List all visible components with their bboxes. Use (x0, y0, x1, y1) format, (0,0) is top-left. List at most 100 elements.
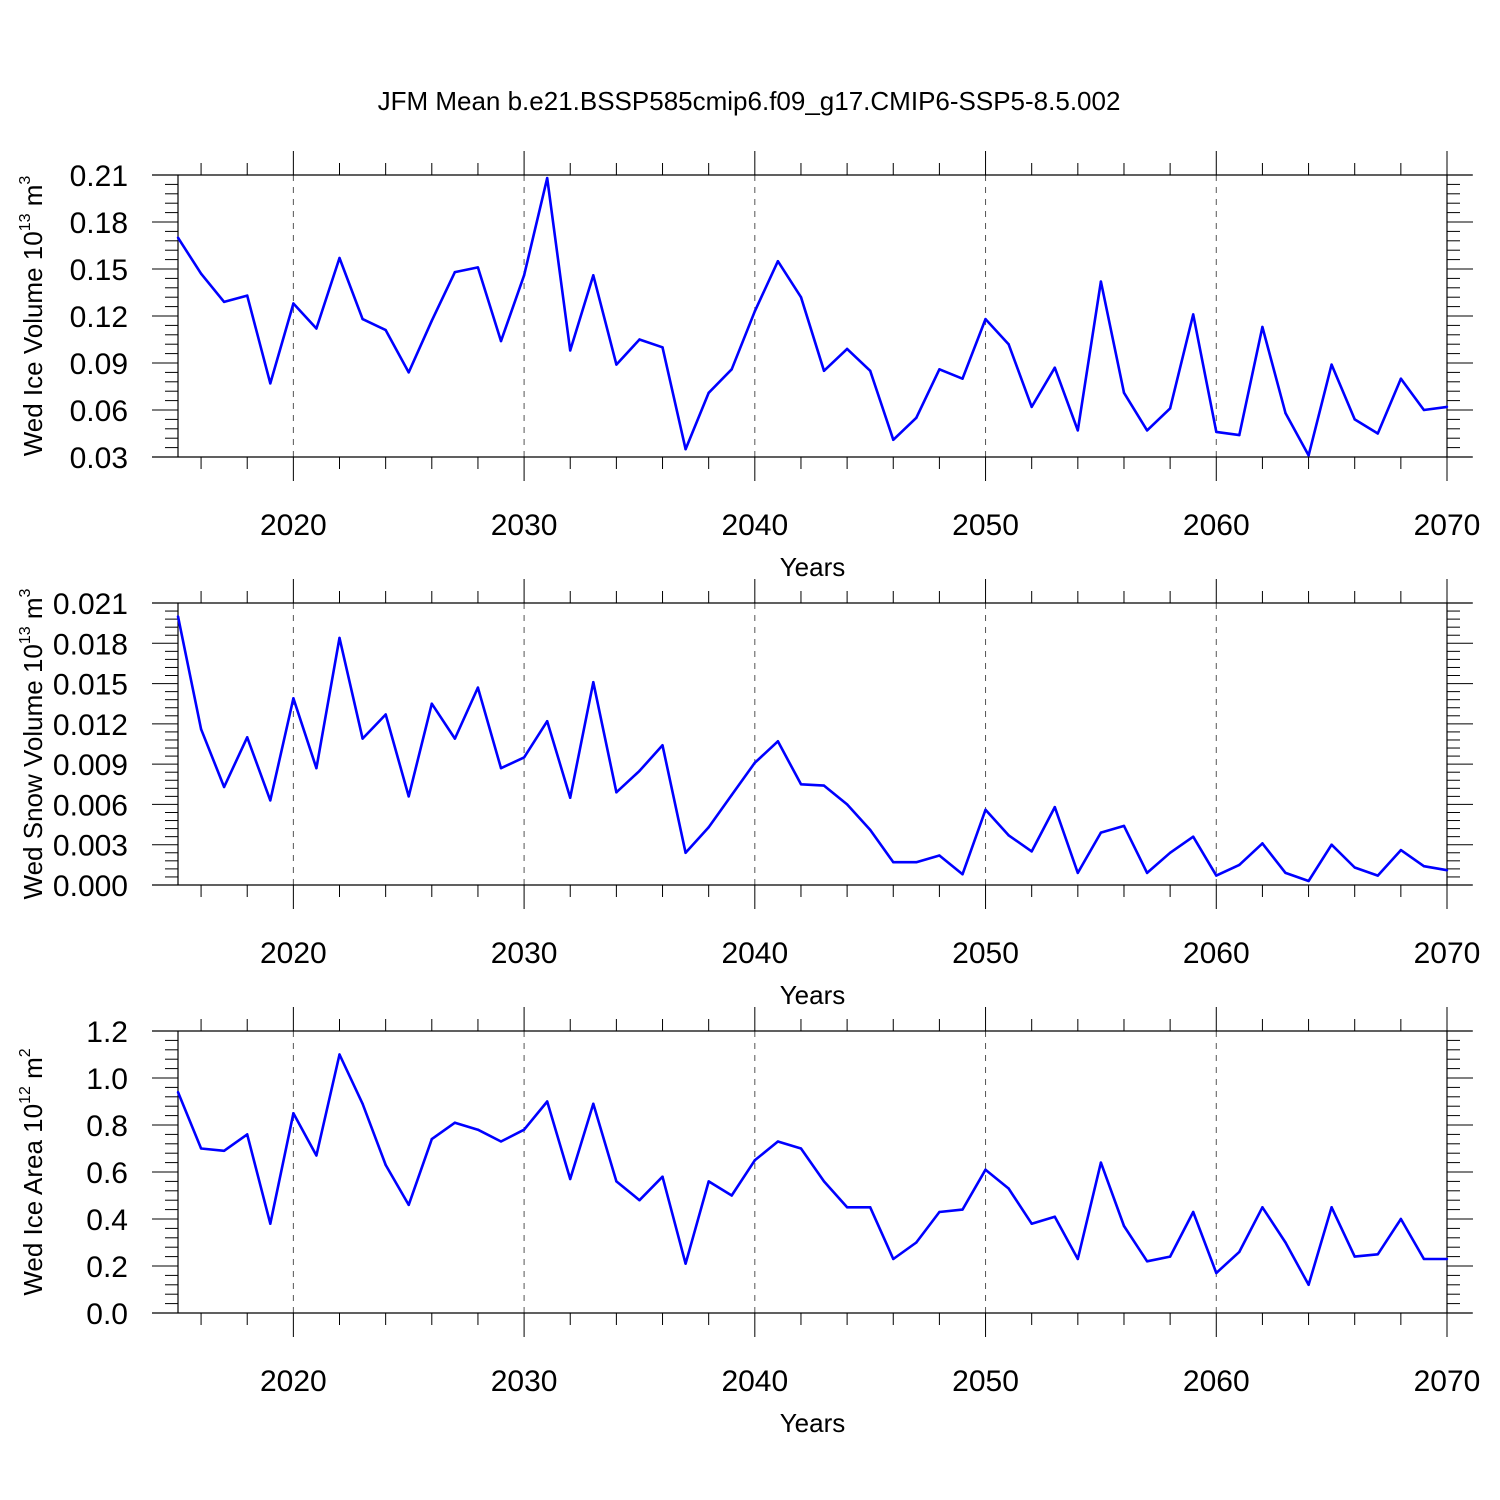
y-axis-label: Wed Ice Area 1012 m2 (17, 1048, 48, 1295)
x-tick-label: 2050 (952, 937, 1019, 970)
data-point (892, 1257, 895, 1261)
data-point (730, 368, 733, 371)
data-point (1007, 834, 1010, 837)
data-point (961, 377, 964, 380)
data-point (1192, 1210, 1195, 1214)
data-point (638, 769, 641, 773)
data-point (430, 1137, 433, 1141)
data-point (822, 369, 826, 373)
data-point (176, 615, 180, 618)
data-point (707, 391, 710, 394)
y-tick-label: 0.12 (70, 301, 128, 334)
data-point (915, 860, 918, 864)
y-tick-label: 1.0 (86, 1063, 128, 1096)
data-point (799, 783, 803, 786)
data-point (1422, 1257, 1426, 1261)
x-axis-label: Years (780, 980, 846, 1010)
data-point (407, 371, 410, 374)
data-point (1030, 1222, 1033, 1225)
data-point (1145, 871, 1149, 875)
data-point (1399, 1217, 1403, 1221)
data-point (822, 784, 826, 787)
data-point (592, 681, 595, 684)
data-point (615, 1180, 618, 1183)
series-line (176, 616, 1448, 883)
data-point (453, 737, 457, 740)
data-point (915, 1241, 918, 1244)
data-point (522, 756, 526, 759)
data-point (1330, 1206, 1333, 1209)
data-point (476, 1128, 480, 1131)
data-point (1445, 1257, 1449, 1261)
data-point (938, 368, 941, 371)
data-point (476, 266, 480, 269)
data-point (246, 736, 249, 739)
data-point (1284, 1241, 1287, 1244)
x-axis-label: Years (780, 552, 846, 582)
data-point (1168, 407, 1172, 410)
data-point (222, 785, 226, 789)
x-tick-label: 2060 (1183, 937, 1250, 970)
data-point (453, 1121, 457, 1124)
data-point (615, 363, 618, 366)
series-line (176, 176, 1448, 457)
data-point (868, 369, 872, 373)
data-point (269, 382, 272, 385)
x-tick-label: 2030 (491, 1365, 558, 1398)
data-point (1422, 865, 1426, 868)
y-tick-label: 0.009 (53, 749, 128, 782)
data-point (592, 274, 595, 277)
data-point (1261, 842, 1264, 845)
data-point (1376, 874, 1379, 877)
data-point (1099, 1161, 1103, 1164)
data-point (684, 1262, 687, 1265)
data-point (961, 1208, 964, 1211)
data-point (915, 416, 918, 420)
x-tick-label: 2040 (721, 1365, 788, 1398)
data-point (1238, 1250, 1241, 1254)
x-tick-label: 2070 (1414, 509, 1481, 542)
data-point (684, 447, 687, 451)
x-tick-label: 2040 (721, 509, 788, 542)
data-point (569, 1177, 572, 1181)
data-point (1422, 408, 1426, 412)
data-point (1399, 377, 1403, 380)
x-tick-label: 2050 (952, 509, 1019, 542)
data-point (592, 1102, 595, 1106)
y-tick-label: 0.006 (53, 789, 128, 822)
data-point (1376, 1253, 1379, 1256)
data-point (892, 438, 895, 441)
y-tick-label: 1.2 (86, 1016, 128, 1049)
data-point (199, 1147, 203, 1150)
data-point (315, 327, 318, 330)
data-point (361, 317, 364, 321)
figure-title: JFM Mean b.e21.BSSP585cmip6.f09_g17.CMIP… (378, 86, 1121, 116)
panel-3: 2020 2030 2040 2050 2060 2070 0.0 0.2 0.4 0.6 0.8 1… (17, 1007, 1480, 1438)
panel-1: 2020 2030 2040 2050 2060 2070 0.03 0.06 0.09 0.12… (17, 151, 1480, 582)
data-point (1330, 363, 1333, 366)
data-point (569, 349, 572, 352)
y-tick-label: 0.018 (53, 628, 128, 661)
data-point (545, 719, 549, 723)
data-point (1030, 405, 1033, 409)
x-tick-label: 2020 (260, 509, 327, 542)
x-tick-label: 2030 (491, 937, 558, 970)
data-point (753, 761, 757, 764)
data-point (1168, 1255, 1172, 1258)
data-point (199, 728, 203, 731)
data-point (776, 259, 780, 263)
data-point (1445, 405, 1449, 409)
data-point (1030, 850, 1033, 853)
y-tick-label: 0.15 (70, 254, 128, 287)
data-point (661, 1175, 664, 1178)
data-point (1353, 1255, 1356, 1258)
data-point (1192, 313, 1195, 316)
data-point (176, 1090, 180, 1094)
data-point (1007, 1187, 1010, 1190)
data-point (1099, 280, 1103, 283)
y-tick-label: 0.4 (86, 1204, 128, 1237)
y-tick-label: 0.000 (53, 870, 128, 903)
x-tick-label: 2070 (1414, 937, 1481, 970)
data-point (938, 1210, 941, 1214)
